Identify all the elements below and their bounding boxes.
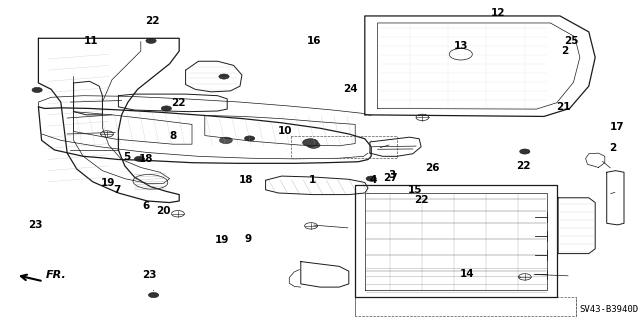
Text: 1: 1: [308, 175, 316, 185]
Text: 24: 24: [344, 84, 358, 94]
Text: 18: 18: [139, 154, 153, 165]
Text: 22: 22: [516, 161, 531, 171]
Text: 19: 19: [100, 178, 115, 189]
Circle shape: [148, 293, 159, 298]
Circle shape: [520, 149, 530, 154]
Text: 13: 13: [454, 41, 468, 51]
Circle shape: [220, 137, 232, 144]
Text: 18: 18: [239, 175, 253, 185]
Text: 22: 22: [171, 98, 185, 108]
Text: 23: 23: [142, 270, 156, 280]
Text: 12: 12: [491, 8, 505, 18]
Circle shape: [307, 142, 320, 148]
Text: 5: 5: [123, 152, 131, 162]
Text: 15: 15: [408, 185, 422, 195]
Text: 2: 2: [609, 143, 616, 153]
Text: 16: 16: [307, 36, 321, 47]
Circle shape: [366, 176, 376, 181]
Text: 7: 7: [113, 185, 120, 195]
Circle shape: [32, 87, 42, 93]
Text: 22: 22: [414, 195, 428, 205]
Circle shape: [146, 38, 156, 43]
Circle shape: [303, 139, 318, 146]
Text: 20: 20: [156, 205, 170, 216]
Text: 10: 10: [278, 126, 292, 136]
Text: 23: 23: [28, 220, 42, 230]
Text: SV43-B3940D: SV43-B3940D: [580, 305, 639, 314]
Text: 9: 9: [244, 234, 252, 244]
Text: 19: 19: [215, 235, 229, 245]
Text: 17: 17: [611, 122, 625, 132]
Circle shape: [161, 106, 172, 111]
Text: 27: 27: [383, 173, 397, 183]
Text: 22: 22: [145, 16, 159, 26]
Text: 2: 2: [561, 46, 568, 56]
Circle shape: [134, 156, 145, 161]
Text: 25: 25: [564, 36, 578, 46]
Text: 21: 21: [556, 102, 570, 112]
Text: FR.: FR.: [46, 270, 67, 280]
Circle shape: [244, 136, 255, 141]
Text: 3: 3: [388, 170, 396, 180]
Text: 11: 11: [84, 36, 98, 47]
Circle shape: [219, 74, 229, 79]
Text: 14: 14: [460, 269, 474, 279]
Text: 8: 8: [169, 130, 177, 141]
Text: 26: 26: [425, 163, 439, 174]
Text: 4: 4: [369, 175, 377, 185]
Text: 6: 6: [142, 201, 150, 211]
